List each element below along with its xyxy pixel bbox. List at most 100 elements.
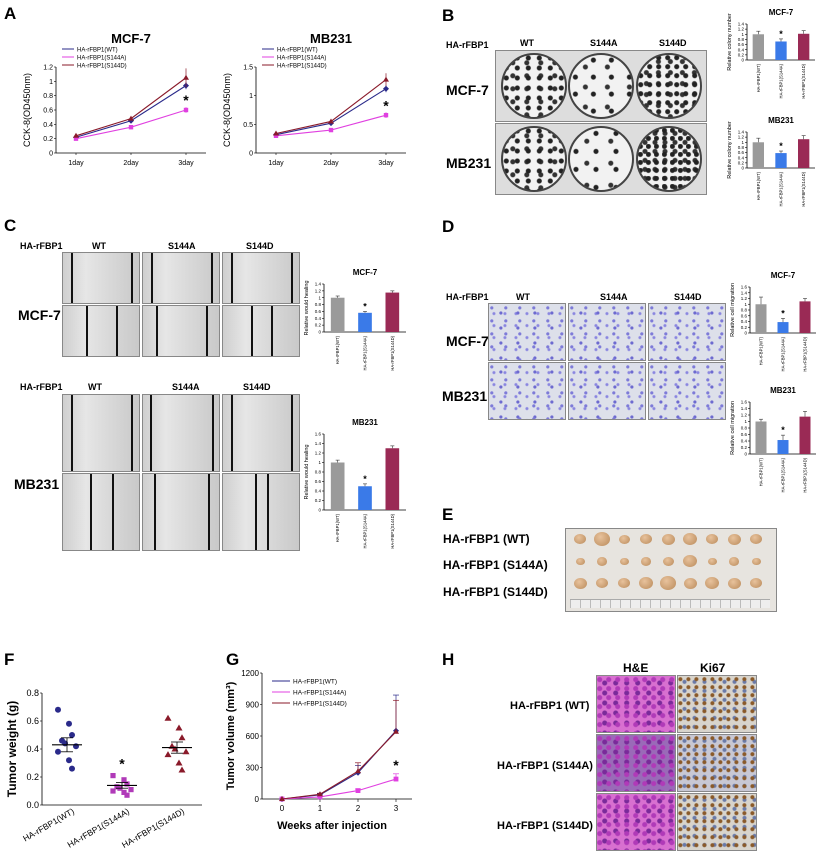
scratch-edge-line bbox=[211, 253, 213, 303]
bar bbox=[799, 416, 811, 454]
scratch-image bbox=[222, 305, 300, 357]
y-tick-label: 0.4 bbox=[315, 489, 322, 494]
significance-star: * bbox=[781, 308, 785, 318]
c-col-s144a-1: S144A bbox=[168, 241, 196, 251]
chart-title: MCF-7 bbox=[353, 268, 378, 277]
data-point bbox=[393, 776, 399, 782]
x-tick-label: HA-rFBP1(WT) bbox=[335, 335, 340, 364]
y-tick-label: 0 bbox=[744, 452, 747, 457]
y-tick-label: 1 bbox=[318, 460, 321, 465]
x-tick-label: 0 bbox=[280, 804, 285, 813]
x-tick-label: 3day bbox=[178, 160, 194, 167]
y-tick-label: 0.8 bbox=[741, 308, 748, 313]
x-tick-label: HA-rFBP1(S144D) bbox=[390, 513, 395, 548]
y-tick-label: 0.6 bbox=[43, 107, 53, 114]
y-tick-label: 1.2 bbox=[741, 413, 748, 418]
bar bbox=[777, 440, 789, 454]
tumor bbox=[683, 533, 697, 545]
scratch-edge-line bbox=[116, 306, 118, 356]
data-point bbox=[110, 773, 116, 779]
chart-title: MCF-7 bbox=[769, 8, 794, 17]
x-tick-label: 1day bbox=[68, 160, 84, 167]
scratch-edge-line bbox=[231, 253, 233, 303]
y-tick-label: 300 bbox=[246, 763, 260, 772]
data-point bbox=[128, 125, 134, 130]
x-tick-label: 2 bbox=[356, 804, 361, 813]
data-point bbox=[383, 85, 389, 92]
d-migration-mcf7-s144a bbox=[568, 303, 646, 361]
data-point bbox=[183, 107, 189, 113]
scratch-edge-line bbox=[86, 306, 88, 356]
tumor bbox=[619, 557, 629, 566]
bar bbox=[755, 304, 767, 333]
scratch-image bbox=[142, 252, 220, 304]
panel-label-g: G bbox=[226, 650, 240, 669]
h-he-s144d bbox=[596, 793, 676, 851]
series-line bbox=[281, 730, 397, 800]
y-axis-label: CCK-8(OD450nm) bbox=[22, 73, 32, 147]
series-line bbox=[275, 88, 387, 136]
data-point bbox=[273, 130, 279, 136]
y-tick-label: 0 bbox=[744, 331, 747, 336]
data-point bbox=[383, 76, 389, 82]
x-tick-label: 2day bbox=[323, 160, 339, 167]
tumor bbox=[661, 533, 675, 545]
h-he-s144a bbox=[596, 734, 676, 792]
significance-star: * bbox=[363, 474, 367, 484]
bar bbox=[385, 292, 400, 332]
x-axis-label: Weeks after injection bbox=[277, 820, 387, 832]
bar bbox=[330, 462, 345, 510]
panel-label-a: A bbox=[4, 4, 17, 23]
c-row-mcf7: MCF-7 bbox=[18, 307, 61, 323]
y-tick-label: 0.0 bbox=[26, 800, 39, 810]
scratch-edge-line bbox=[71, 253, 73, 303]
b-col-s144a: S144A bbox=[590, 38, 618, 48]
scratch-edge-line bbox=[231, 395, 233, 471]
h-row-s144a: HA-rFBP1 (S144A) bbox=[497, 760, 593, 772]
scratch-edge-line bbox=[150, 395, 152, 471]
y-tick-label: 0 bbox=[49, 150, 53, 157]
panel-label-e: E bbox=[442, 505, 454, 524]
e-row-wt: HA-rFBP1 (WT) bbox=[443, 532, 530, 546]
chart-g-tumor-volume: Tumor volume (mm³) 0 300 600 900 1200 0 1 2 3 Week… bbox=[225, 669, 412, 832]
y-tick-label: 1 bbox=[741, 32, 744, 37]
data-point bbox=[121, 777, 127, 783]
d-col-s144a: S144A bbox=[600, 292, 628, 302]
c-col-s144d-1: S144D bbox=[246, 241, 274, 251]
y-tick-label: 1.2 bbox=[738, 27, 745, 32]
y-tick-label: 0.8 bbox=[26, 688, 39, 698]
c-col-s144d-2: S144D bbox=[243, 382, 271, 392]
tumor bbox=[618, 578, 630, 589]
x-tick-label: HA-rFBP1(WT) bbox=[759, 457, 764, 486]
bar bbox=[385, 448, 400, 510]
chart-title: MB231 bbox=[310, 31, 352, 46]
significance-star: * bbox=[119, 756, 125, 772]
colony-dish bbox=[501, 126, 567, 192]
tumor bbox=[705, 577, 719, 589]
x-tick-label: HA-rFBP1(WT) bbox=[759, 336, 764, 365]
chart-c-mb231: MB231 Relative would healing 0 0.2 0.4 0.6 0.8… bbox=[304, 418, 406, 549]
b-col-s144d: S144D bbox=[659, 38, 687, 48]
y-axis-label: Relative would healing bbox=[304, 444, 310, 499]
x-tick-label: HA-rFBP1(S144A) bbox=[781, 336, 786, 371]
y-tick-label: 0.4 bbox=[738, 47, 745, 52]
c-scratch-images-mcf7 bbox=[62, 252, 300, 357]
legend-entry: HA-rFBP1(S144D) bbox=[293, 701, 347, 708]
data-point bbox=[128, 115, 134, 121]
scratch-edge-line bbox=[151, 253, 153, 303]
c-ha-label-1: HA-rFBP1 bbox=[20, 241, 63, 251]
colony-dish bbox=[636, 126, 702, 192]
data-point bbox=[393, 728, 399, 734]
legend-entry: HA-rFBP1(S144A) bbox=[277, 55, 326, 61]
data-point bbox=[183, 74, 189, 80]
y-tick-label: 0.8 bbox=[315, 470, 322, 475]
data-point bbox=[55, 706, 61, 713]
y-tick-label: 0 bbox=[741, 58, 744, 63]
data-point bbox=[175, 724, 183, 731]
y-tick-label: 1.4 bbox=[741, 406, 748, 411]
y-tick-label: 0.2 bbox=[315, 323, 322, 328]
d-ha-label: HA-rFBP1 bbox=[446, 292, 489, 302]
data-point bbox=[69, 732, 75, 738]
y-tick-label: 0.6 bbox=[26, 716, 39, 726]
y-tick-label: 0.6 bbox=[738, 150, 745, 155]
